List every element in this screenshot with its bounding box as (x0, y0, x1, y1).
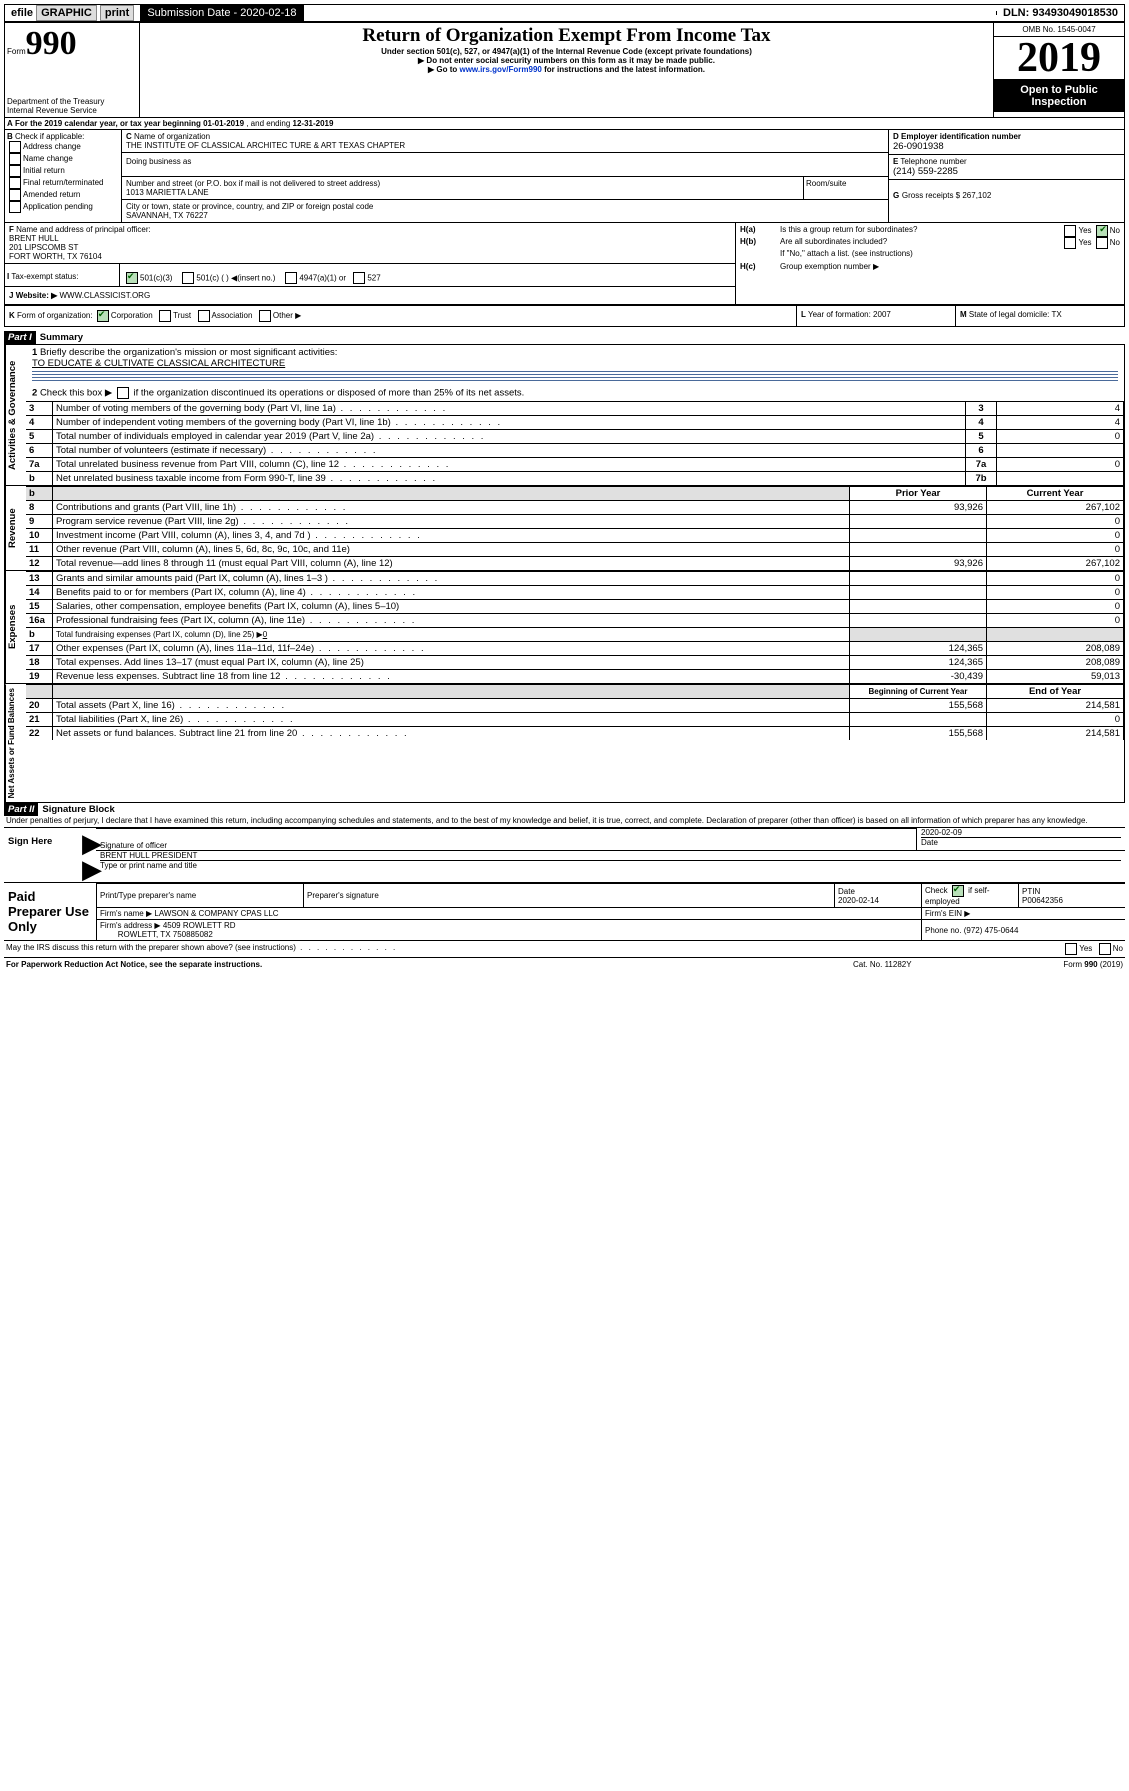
part1-tag: Part I (4, 331, 36, 344)
room-label: Room/suite (803, 177, 888, 199)
self-employed-ck[interactable] (952, 885, 964, 897)
fhi-block: F Name and address of principal officer:… (4, 223, 1125, 305)
vlabel-revenue: Revenue (5, 486, 26, 570)
sign-here-block: Sign Here ▶▶ Signature of officer 2020-0… (4, 828, 1125, 883)
paid-preparer-block: Paid Preparer Use Only Print/Type prepar… (4, 883, 1125, 941)
officer-name-title: BRENT HULL PRESIDENT (100, 851, 1121, 860)
dept-label: Department of the Treasury (7, 97, 137, 106)
sign-here-label: Sign Here (4, 828, 82, 882)
form-subtitle: Under section 501(c), 527, or 4947(a)(1)… (142, 47, 991, 56)
klm-row: K Form of organization: Corporation Trus… (4, 305, 1125, 327)
discuss-row: May the IRS discuss this return with the… (4, 941, 1125, 958)
ha-no[interactable] (1096, 225, 1108, 237)
prep-date: 2020-02-14 (838, 896, 879, 905)
b-amended[interactable]: Amended return (23, 190, 80, 199)
mission: TO EDUCATE & CULTIVATE CLASSICAL ARCHITE… (32, 358, 285, 369)
vlabel-expenses: Expenses (5, 571, 26, 683)
ptin: P00642356 (1022, 896, 1063, 905)
box-b: B Check if applicable: Address change Na… (5, 130, 122, 222)
website: WWW.CLASSICIST.ORG (60, 291, 151, 300)
firm-name: LAWSON & COMPANY CPAS LLC (154, 909, 278, 918)
open-public: Open to PublicInspection (994, 80, 1124, 112)
firm-addr: 4509 ROWLETT RD (163, 921, 236, 930)
k-corp[interactable] (97, 310, 109, 322)
sign-date: 2020-02-09 (921, 828, 1121, 837)
perjury-decl: Under penalties of perjury, I declare th… (4, 816, 1125, 828)
b-addr-change[interactable]: Address change (23, 142, 81, 151)
part2-tag: Part II (4, 803, 38, 816)
period-a: A For the 2019 calendar year, or tax yea… (4, 118, 1125, 130)
year-formation: 2007 (873, 310, 891, 319)
print-button[interactable]: print (100, 5, 134, 21)
form-title: Return of Organization Exempt From Incom… (142, 25, 991, 47)
b-name-change[interactable]: Name change (23, 154, 73, 163)
street-address: 1013 MARIETTA LANE (126, 188, 799, 197)
ein: 26-0901938 (893, 141, 1120, 152)
b-app-pending[interactable]: Application pending (23, 202, 93, 211)
gross-receipts: 267,102 (962, 191, 991, 200)
irs-label: Internal Revenue Service (7, 106, 137, 115)
form990-link[interactable]: www.irs.gov/Form990 (459, 65, 541, 74)
entity-block: B Check if applicable: Address change Na… (4, 130, 1125, 223)
tax-year: 2019 (994, 37, 1124, 80)
org-name: THE INSTITUTE OF CLASSICAL ARCHITEC TURE… (126, 141, 884, 150)
vlabel-activities: Activities & Governance (5, 345, 26, 485)
form-header: Form990 Department of the Treasury Inter… (4, 22, 1125, 118)
graphic-button[interactable]: GRAPHIC (36, 5, 97, 21)
efile-label: efile GRAPHIC print (5, 5, 141, 21)
ck-501c3[interactable] (126, 272, 138, 284)
firm-phone: (972) 475-0644 (964, 926, 1019, 935)
form-label: Form990 (7, 25, 137, 63)
paid-preparer-label: Paid Preparer Use Only (4, 883, 96, 940)
box-c: C Name of organization THE INSTITUTE OF … (122, 130, 888, 222)
top-bar: efile GRAPHIC print Submission Date - 20… (4, 4, 1125, 22)
domicile: TX (1051, 310, 1061, 319)
goto-note: ▶ Go to www.irs.gov/Form990 for instruct… (142, 65, 991, 74)
vlabel-netassets: Net Assets or Fund Balances (5, 684, 26, 802)
phone: (214) 559-2285 (893, 166, 1120, 177)
ssn-note: Do not enter social security numbers on … (142, 56, 991, 65)
sign-arrow-icon: ▶▶ (82, 828, 96, 882)
officer-name: BRENT HULL (9, 234, 731, 243)
b-final[interactable]: Final return/terminated (23, 178, 103, 187)
b-initial[interactable]: Initial return (23, 166, 65, 175)
dln: DLN: 93493049018530 (997, 5, 1124, 21)
submission-date: Submission Date - 2020-02-18 (141, 5, 303, 21)
city-state-zip: SAVANNAH, TX 76227 (126, 211, 884, 220)
dba-label: Doing business as (126, 157, 884, 166)
footer: For Paperwork Reduction Act Notice, see … (4, 958, 1125, 971)
